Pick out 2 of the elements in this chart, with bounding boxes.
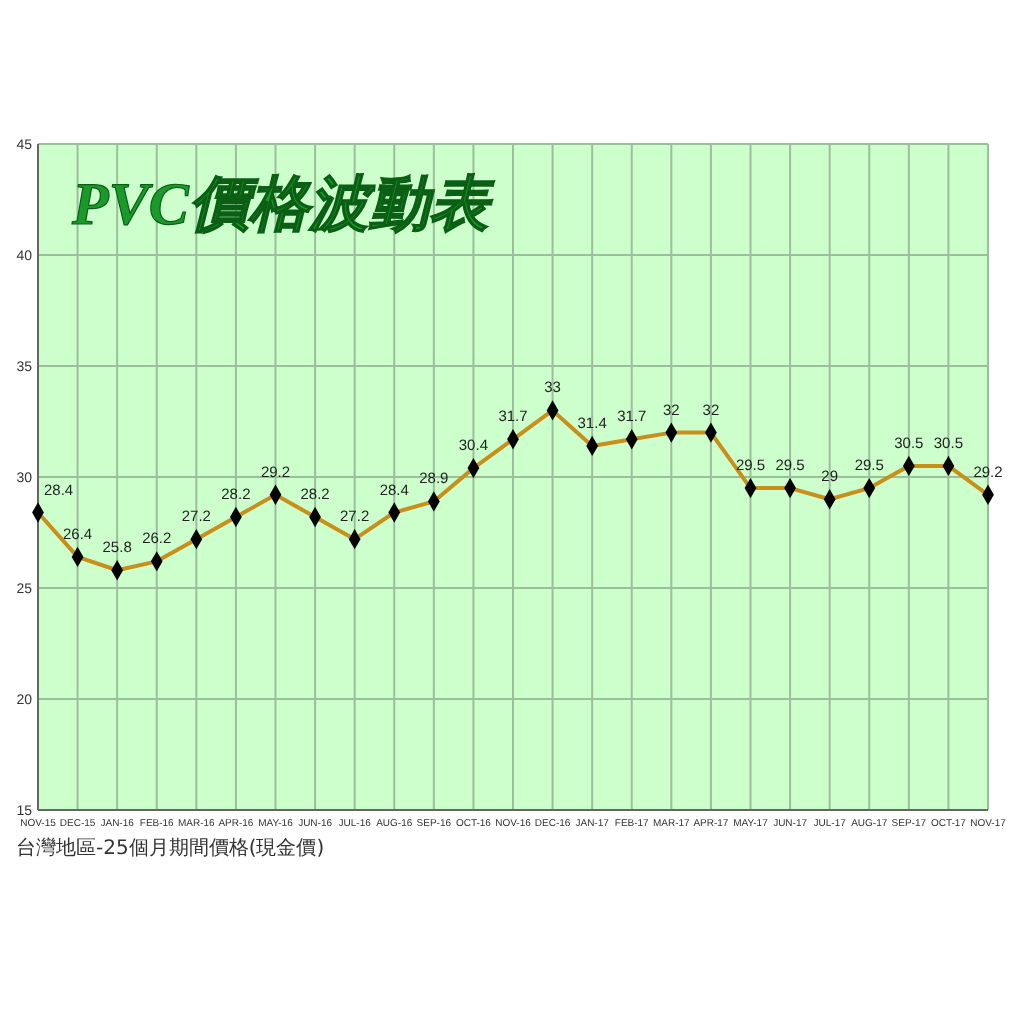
text: 台灣地區-25個月期間價格(現金價)	[16, 836, 325, 860]
text: PVC價格波動表	[70, 172, 495, 238]
